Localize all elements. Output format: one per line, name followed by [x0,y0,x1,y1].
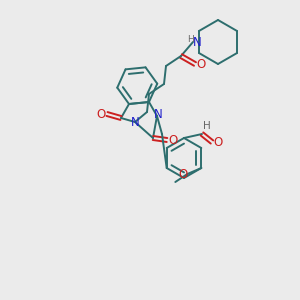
Text: H: H [187,35,194,44]
Text: O: O [196,58,206,70]
Text: N: N [130,116,140,128]
Text: N: N [193,35,201,49]
Text: O: O [168,134,178,146]
Text: N: N [154,109,162,122]
Text: H: H [203,121,211,131]
Text: O: O [179,169,188,182]
Text: O: O [96,107,106,121]
Text: O: O [213,136,223,148]
